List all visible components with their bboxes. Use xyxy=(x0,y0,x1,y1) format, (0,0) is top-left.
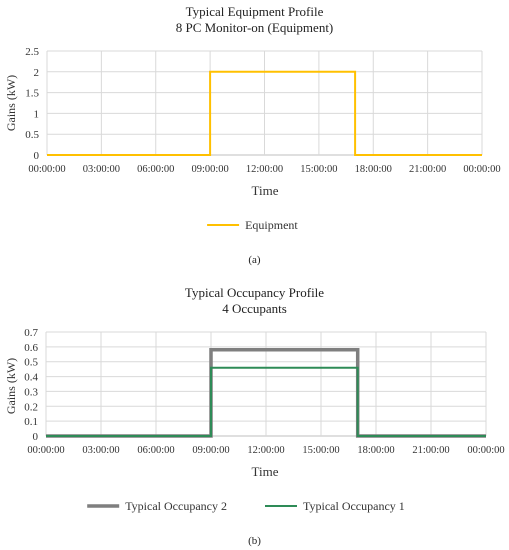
y-tick-label: 0 xyxy=(33,431,39,443)
x-tick-label: 00:00:00 xyxy=(28,164,65,175)
y-tick-label: 0.5 xyxy=(24,357,38,369)
chart-title: Typical Equipment Profile xyxy=(185,4,324,19)
x-axis-label: Time xyxy=(252,183,279,198)
series-line xyxy=(47,70,482,156)
x-tick-label: 00:00:00 xyxy=(463,164,500,175)
x-tick-label: 00:00:00 xyxy=(467,445,504,456)
y-tick-label: 0.7 xyxy=(24,327,38,339)
y-tick-label: 0.2 xyxy=(24,401,38,413)
panel-label: (a) xyxy=(248,254,261,266)
x-tick-label: 00:00:00 xyxy=(27,445,64,456)
x-tick-label: 21:00:00 xyxy=(412,445,449,456)
x-tick-label: 21:00:00 xyxy=(409,164,446,175)
x-tick-label: 06:00:00 xyxy=(137,164,174,175)
chart-panel-a: Typical Equipment Profile 8 PC Monitor-o… xyxy=(0,0,509,270)
x-tick-label: 06:00:00 xyxy=(137,445,174,456)
x-tick-label: 09:00:00 xyxy=(192,445,229,456)
x-tick-label: 12:00:00 xyxy=(246,164,283,175)
y-tick-label: 0.1 xyxy=(24,416,38,428)
legend-label: Typical Occupancy 1 xyxy=(303,499,405,513)
x-tick-label: 03:00:00 xyxy=(83,164,120,175)
y-tick-label: 0.3 xyxy=(24,386,38,398)
y-tick-label: 2 xyxy=(34,67,40,79)
chart-svg: Gains (kW) Time 0 0.5 1 1.5 2 2.5 00:00:00 03:0… xyxy=(4,46,501,232)
chart-subtitle: 8 PC Monitor-on (Equipment) xyxy=(175,20,334,35)
x-tick-label: 18:00:00 xyxy=(357,445,394,456)
y-tick-label: 1.5 xyxy=(25,88,39,100)
chart-subtitle: 4 Occupants xyxy=(222,301,287,316)
series-line xyxy=(46,366,486,437)
chart-title: Typical Occupancy Profile xyxy=(184,285,325,300)
x-axis-label: Time xyxy=(252,464,279,479)
y-tick-label: 1 xyxy=(34,108,40,120)
y-tick-label: 2.5 xyxy=(25,46,39,58)
y-tick-label: 0.6 xyxy=(24,342,38,354)
chart-svg: Gains (kW) Time 0 0.1 0.2 0.3 0.4 0.5 0.6 0.7 00… xyxy=(4,327,505,513)
x-tick-label: 15:00:00 xyxy=(302,445,339,456)
y-tick-label: 0 xyxy=(34,150,40,162)
x-tick-label: 18:00:00 xyxy=(355,164,392,175)
legend-label: Typical Occupancy 2 xyxy=(125,499,227,513)
y-tick-label: 0.4 xyxy=(24,372,38,384)
x-tick-label: 03:00:00 xyxy=(82,445,119,456)
y-axis-label: Gains (kW) xyxy=(4,75,18,131)
x-tick-label: 09:00:00 xyxy=(191,164,228,175)
x-tick-label: 15:00:00 xyxy=(300,164,337,175)
y-tick-label: 0.5 xyxy=(25,129,39,141)
y-axis-label: Gains (kW) xyxy=(4,358,18,414)
chart-panel-b: Typical Occupancy Profile 4 Occupants Ga… xyxy=(0,282,509,550)
legend-label: Equipment xyxy=(245,218,298,232)
panel-label: (b) xyxy=(248,535,261,547)
x-tick-label: 12:00:00 xyxy=(247,445,284,456)
